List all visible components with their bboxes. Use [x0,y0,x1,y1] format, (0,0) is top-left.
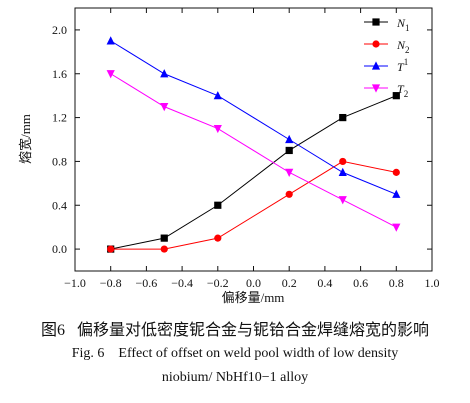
series-markers [106,36,401,253]
legend-label: T2 [397,82,408,99]
x-tick-label: −1.0 [64,276,86,290]
x-tick-label: 0.4 [317,276,332,290]
x-tick-label: −0.2 [207,276,229,290]
figure-title-chinese: 偏移量对低密度铌合金与铌铪合金焊缝熔宽的影响 [77,322,430,339]
x-axis-title: 偏移量/mm [222,290,285,305]
data-point-T2 [213,124,222,134]
data-point-T2 [106,70,115,79]
data-point-N1 [339,113,347,122]
y-tick-label: 1.2 [52,111,67,125]
data-point-N2 [339,157,347,166]
data-point-T1 [338,167,347,176]
legend-marker [372,40,380,48]
series-line-T2 [110,73,397,228]
legend-label: T1 [397,57,408,74]
plot-frame [74,7,433,272]
x-tick-label: −0.4 [171,276,193,290]
legend-marker [372,18,380,26]
data-point-N2 [392,168,400,176]
y-tick-label: 0.0 [52,242,67,256]
data-point-T1 [213,91,222,100]
x-tick-label: 0.0 [246,276,261,290]
legend-marker [371,61,381,70]
series-line-N1 [110,95,397,250]
legend-label: N1 [396,16,410,33]
figure-number: 图6 [40,322,65,339]
y-axis-title: 熔宽/mm [18,114,33,164]
y-tick-label: 1.6 [52,67,67,81]
x-tick-label: 0.2 [282,276,297,290]
y-tick-label: 2.0 [52,23,67,37]
data-point-N2 [214,234,222,242]
x-tick-label: 0.6 [353,276,368,290]
data-point-N1 [285,146,293,155]
y-tick-label: 0.8 [52,154,67,168]
legend-marker [371,84,381,93]
axis-ticks: −1.0 −0.8 −0.6 −0.4 −0.2 0.0 0.2 0.4 0.6 0.8 1.0 0.… [52,8,440,290]
data-point-T2 [338,196,347,205]
x-tick-label: −0.8 [100,276,122,290]
data-point-T2 [285,168,294,177]
data-point-T1 [392,189,401,198]
data-point-N2 [160,245,168,253]
y-tick-label: 0.4 [52,198,67,212]
figure-caption-chinese: 图6 偏移量对低密度铌合金与铌铪合金焊缝熔宽的影响 [0,316,470,340]
data-point-T1 [160,69,169,78]
x-tick-label: −0.6 [136,276,158,290]
legend: N1 N2 T1 T2 [364,16,410,99]
line-chart: −1.0 −0.8 −0.6 −0.4 −0.2 0.0 0.2 0.4 0.6 0.8 1.0 0.… [18,7,440,305]
data-point-N1 [214,201,222,209]
x-tick-label: 1.0 [425,276,440,290]
data-point-T2 [392,223,401,232]
series-line-T1 [110,40,397,195]
data-point-N1 [392,92,400,100]
x-tick-label: 0.8 [389,276,404,290]
legend-label: N2 [396,38,410,55]
data-point-T2 [160,103,169,112]
figure-caption-english-line1: Fig. 6 Effect of offset on weld pool wid… [71,346,399,361]
data-point-N2 [285,190,293,198]
series-lines [110,40,397,250]
series-line-N2 [110,160,397,250]
data-point-N2 [107,245,115,253]
data-point-T1 [106,36,115,45]
figure-caption-english-line2: niobium/ NbHf10−1 alloy [161,370,309,385]
data-point-T1 [285,134,294,144]
data-point-N1 [160,234,168,242]
